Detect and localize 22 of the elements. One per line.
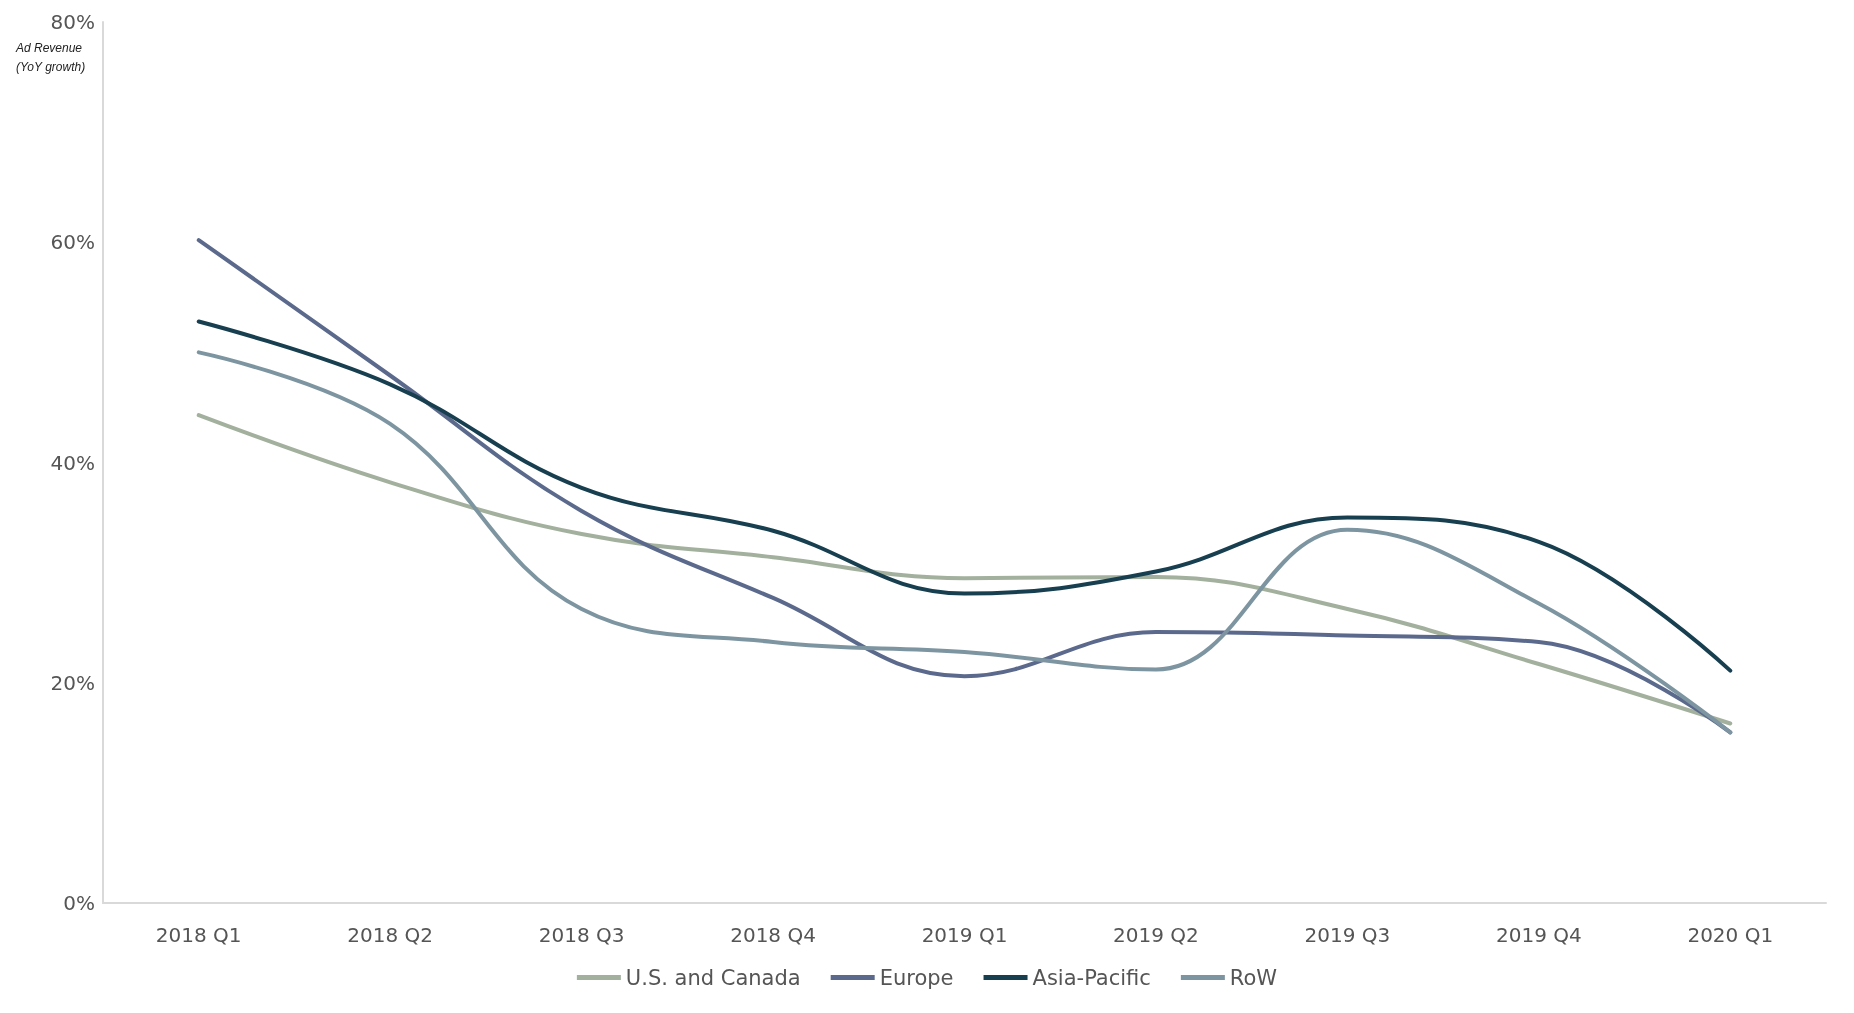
legend-label: Europe <box>879 965 954 990</box>
x-tick-label: 2018 Q2 <box>347 923 434 947</box>
line-series <box>196 350 1733 735</box>
y-tick-label: 60% <box>50 230 95 255</box>
legend-label: RoW <box>1229 965 1278 990</box>
x-tick-label: 2018 Q3 <box>538 923 625 947</box>
y-tick-label: 0% <box>63 891 95 915</box>
line-series <box>196 413 1733 726</box>
legend-label: U.S. and Canada <box>625 965 801 990</box>
x-tick-label: 2019 Q2 <box>1113 923 1199 947</box>
x-tick-label: 2020 Q1 <box>1687 923 1774 947</box>
x-tick-label: 2018 Q4 <box>730 923 816 947</box>
legend-label: Asia-Pacific <box>1032 965 1151 990</box>
y-tick-label: 20% <box>50 670 95 695</box>
y-tick-label: 80% <box>50 10 95 34</box>
line-series <box>196 319 1733 673</box>
x-tick-label: 2019 Q1 <box>921 923 1008 947</box>
x-tick-label: 2019 Q3 <box>1304 923 1391 947</box>
x-tick-label: 2019 Q4 <box>1495 923 1582 947</box>
y-tick-label: 40% <box>50 450 95 475</box>
y-axis-title: Ad Revenue (YoY growth) <box>15 40 86 74</box>
x-tick-label: 2018 Q1 <box>155 923 242 947</box>
